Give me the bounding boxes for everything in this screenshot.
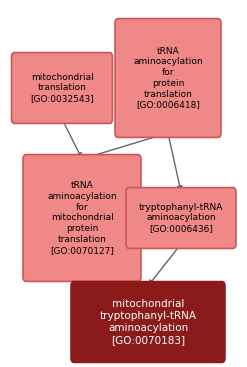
FancyBboxPatch shape bbox=[23, 155, 141, 281]
FancyBboxPatch shape bbox=[115, 19, 221, 137]
FancyBboxPatch shape bbox=[71, 281, 225, 362]
Text: mitochondrial
tryptophanyl-tRNA
aminoacylation
[GO:0070183]: mitochondrial tryptophanyl-tRNA aminoacy… bbox=[100, 299, 197, 345]
FancyBboxPatch shape bbox=[12, 52, 112, 123]
Text: tryptophanyl-tRNA
aminoacylation
[GO:0006436]: tryptophanyl-tRNA aminoacylation [GO:000… bbox=[139, 203, 223, 233]
Text: mitochondrial
translation
[GO:0032543]: mitochondrial translation [GO:0032543] bbox=[30, 73, 94, 103]
Text: tRNA
aminoacylation
for
protein
translation
[GO:0006418]: tRNA aminoacylation for protein translat… bbox=[133, 47, 203, 109]
Text: tRNA
aminoacylation
for
mitochondrial
protein
translation
[GO:0070127]: tRNA aminoacylation for mitochondrial pr… bbox=[47, 181, 117, 255]
FancyBboxPatch shape bbox=[126, 188, 236, 248]
